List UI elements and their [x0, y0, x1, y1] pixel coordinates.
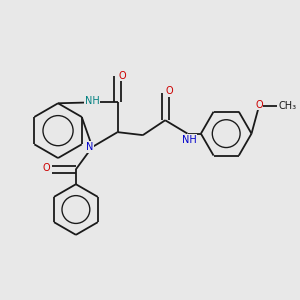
Text: N: N — [86, 142, 94, 152]
Text: O: O — [166, 86, 173, 96]
Text: O: O — [118, 70, 126, 81]
Text: O: O — [43, 164, 50, 173]
Text: O: O — [255, 100, 263, 110]
Text: NH: NH — [182, 135, 196, 145]
Text: CH₃: CH₃ — [278, 101, 296, 111]
Text: NH: NH — [85, 96, 100, 106]
